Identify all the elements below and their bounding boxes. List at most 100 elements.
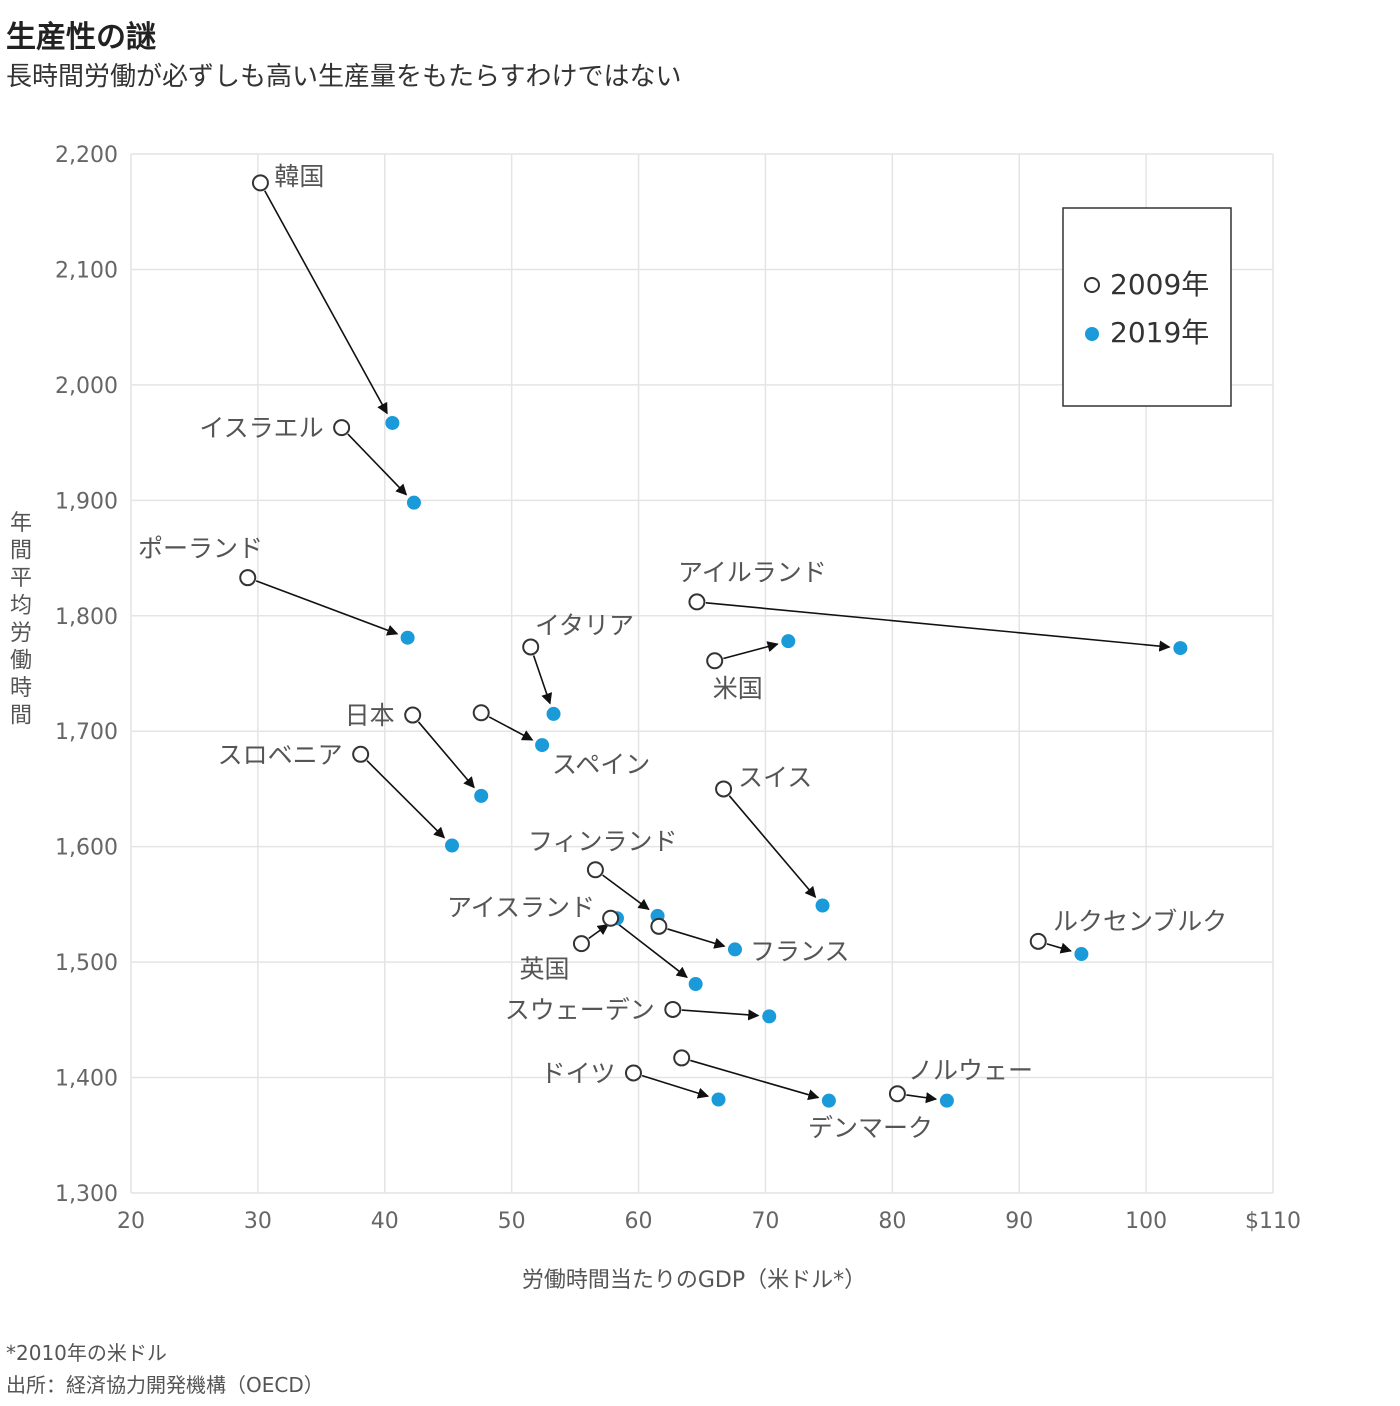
x-tick-label: $110: [1245, 1209, 1301, 1234]
country-label: フランス: [750, 937, 850, 966]
point-2009: [673, 1049, 691, 1067]
y-tick-label: 1,800: [55, 605, 118, 630]
chart-subtitle: 長時間労働が必ずしも高い生産量をもたらすわけではない: [6, 62, 682, 92]
point-2019: [535, 738, 550, 753]
point-2019: [939, 1093, 954, 1108]
point-2019: [821, 1093, 836, 1108]
change-arrow: [681, 1009, 760, 1021]
change-arrow: [588, 923, 609, 940]
y-tick-label: 2,100: [55, 258, 118, 283]
point-2009: [352, 745, 370, 763]
point-2019: [385, 415, 400, 430]
y-axis-ticks: 1,300 1,400 1,500 1,600 1,700 1,800 1,900 2,000…: [55, 143, 118, 1207]
y-axis-label-text: 年間平均労働時間: [10, 511, 32, 729]
y-axis-label: 年間平均労働時間: [10, 511, 32, 729]
country-label: スペイン: [552, 750, 650, 779]
point-2009: [650, 917, 668, 935]
point-2019: [1173, 641, 1188, 656]
change-arrow: [417, 721, 475, 789]
source-note: 出所：経済協力開発機構（OECD）: [6, 1373, 324, 1397]
chart-title: 生産性の謎: [6, 20, 156, 55]
country-label: デンマーク: [808, 1114, 933, 1143]
change-arrow: [906, 1092, 938, 1104]
point-2009: [688, 593, 706, 611]
x-tick-label: 90: [1005, 1209, 1033, 1234]
legend: 2009年 2019年: [1062, 207, 1232, 407]
point-2019: [546, 706, 561, 721]
change-arrow: [667, 928, 726, 949]
x-tick-label: 30: [244, 1209, 272, 1234]
point-2009: [664, 1000, 682, 1018]
change-arrow: [264, 190, 388, 415]
y-tick-label: 1,700: [55, 720, 118, 745]
point-2009: [1029, 932, 1047, 950]
country-label: スウェーデン: [505, 995, 655, 1024]
country-label: 韓国: [274, 162, 324, 191]
change-arrows: [255, 190, 1171, 1104]
y-tick-label: 1,300: [55, 1182, 118, 1207]
point-2019: [445, 838, 460, 853]
country-label: アイスランド: [447, 893, 595, 922]
change-arrow: [641, 1074, 710, 1099]
change-arrow: [488, 716, 534, 741]
y-tick-label: 2,000: [55, 374, 118, 399]
x-tick-label: 70: [751, 1209, 779, 1234]
x-tick-label: 60: [625, 1209, 653, 1234]
point-2009: [624, 1064, 642, 1082]
point-2009: [404, 706, 422, 724]
point-2019: [400, 630, 415, 645]
footnote: *2010年の米ドル: [6, 1341, 167, 1365]
point-2019: [727, 942, 742, 957]
scatter-chart: 1,300 1,400 1,500 1,600 1,700 1,800 1,900 2,000…: [10, 143, 1301, 1293]
y-tick-label: 1,600: [55, 836, 118, 861]
country-label: スロベニア: [218, 740, 343, 769]
x-tick-label: 20: [117, 1209, 145, 1234]
point-2009: [586, 861, 604, 879]
x-axis-label: 労働時間当たりのGDP（米ドル*）: [522, 1268, 866, 1293]
y-tick-label: 2,200: [55, 143, 118, 168]
x-tick-label: 80: [878, 1209, 906, 1234]
point-2019: [406, 495, 421, 510]
x-tick-label: 40: [371, 1209, 399, 1234]
change-arrow: [690, 1059, 820, 1101]
country-label: 米国: [713, 674, 763, 703]
country-label: イタリア: [535, 611, 634, 640]
point-2019: [762, 1009, 777, 1024]
change-arrow: [1046, 942, 1072, 954]
point-2009: [251, 174, 269, 192]
point-2009: [706, 652, 724, 670]
legend-box: [1062, 207, 1232, 407]
change-arrow: [602, 874, 650, 911]
point-2019: [815, 898, 830, 913]
x-axis-ticks: 20 30 40 50 60 70 80 90 100 $110: [117, 1209, 1301, 1234]
country-label: フィンランド: [528, 827, 678, 856]
x-tick-label: 50: [498, 1209, 526, 1234]
point-2009: [472, 704, 490, 722]
y-tick-label: 1,500: [55, 951, 118, 976]
legend-marker-2019: [1085, 327, 1099, 341]
point-2009: [333, 419, 351, 437]
country-label: ルクセンブルク: [1053, 907, 1227, 936]
y-tick-label: 1,400: [55, 1067, 118, 1092]
point-2019: [711, 1092, 726, 1107]
point-2019: [474, 788, 489, 803]
country-label: スイス: [738, 763, 812, 792]
point-2019: [1074, 947, 1089, 962]
change-arrow: [347, 433, 408, 496]
country-label: ドイツ: [540, 1059, 615, 1088]
change-arrow: [617, 923, 688, 978]
point-2019: [781, 634, 796, 649]
change-arrow: [532, 655, 553, 705]
points-2009: [239, 174, 1047, 1103]
point-2009: [239, 569, 257, 587]
country-label: ノルウェー: [908, 1056, 1033, 1085]
legend-label-2009: 2009年: [1110, 268, 1209, 301]
x-tick-label: 100: [1125, 1209, 1167, 1234]
country-label: 英国: [519, 955, 569, 984]
change-arrow: [728, 795, 817, 899]
legend-marker-2009: [1084, 277, 1100, 293]
country-label: ポーランド: [138, 534, 263, 563]
point-2009: [572, 935, 590, 953]
point-2019: [688, 977, 703, 992]
